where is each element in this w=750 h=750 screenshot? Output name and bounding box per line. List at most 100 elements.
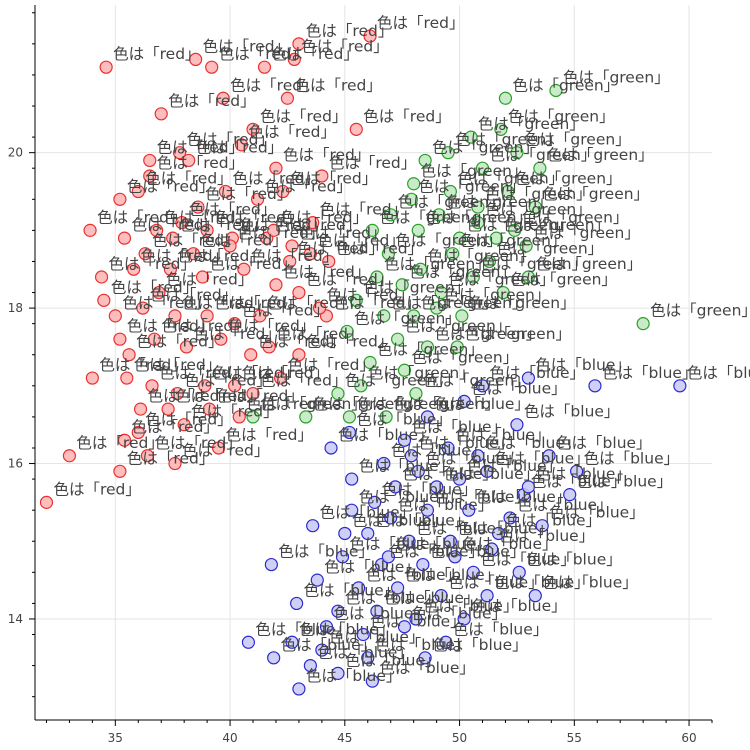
point-label-red: 色は「red」 <box>152 232 239 250</box>
point-label-blue: 色は「blue」 <box>320 504 416 522</box>
point-label-green: 色は「green」 <box>469 294 576 312</box>
data-point-blue <box>485 542 499 556</box>
data-point-blue <box>368 495 382 509</box>
point-label-red: 色は「red」 <box>111 278 198 296</box>
data-point-red <box>145 379 159 393</box>
point-label-red: 色は「red」 <box>53 480 140 498</box>
data-point-blue <box>418 651 432 665</box>
point-label-red: 色は「red」 <box>145 170 232 188</box>
data-point-red <box>244 348 258 362</box>
point-label-green: 色は「green」 <box>393 395 500 413</box>
point-label-green: 色は「green」 <box>446 193 553 211</box>
point-label-green: 色は「green」 <box>512 76 619 94</box>
point-label-green: 色は「green」 <box>535 255 642 273</box>
x-tick-label: 35 <box>108 731 123 745</box>
point-label-red: 色は「red」 <box>99 356 186 374</box>
point-label-red: 色は「red」 <box>228 317 315 335</box>
point-label-red: 色は「red」 <box>203 37 290 55</box>
data-point-blue <box>345 472 359 486</box>
data-point-red <box>218 184 233 199</box>
point-label-red: 色は「red」 <box>180 216 267 234</box>
data-point-red <box>269 278 283 292</box>
y-tick-label: 16 <box>8 457 23 471</box>
data-point-green <box>432 208 446 222</box>
point-label-red: 色は「red」 <box>239 216 326 234</box>
data-point-red <box>280 91 295 105</box>
point-label-blue: 色は「blue」 <box>411 605 507 623</box>
point-label-red: 色は「red」 <box>226 426 313 444</box>
data-point-red <box>232 410 246 424</box>
point-label-red: 色は「red」 <box>336 239 423 257</box>
point-label-blue: 色は「blue」 <box>370 613 466 631</box>
point-label-blue: 色は「blue」 <box>430 543 526 561</box>
data-point-blue <box>264 557 278 572</box>
data-point-red <box>94 270 109 284</box>
point-label-red: 色は「red」 <box>246 395 333 413</box>
point-label-red: 色は「red」 <box>97 208 184 226</box>
point-label-green: 色は「green」 <box>522 208 629 226</box>
point-label-red: 色は「red」 <box>271 45 358 63</box>
data-point-green <box>494 122 508 136</box>
point-label-blue: 色は「blue」 <box>402 465 498 483</box>
data-point-blue <box>315 643 329 657</box>
data-point-blue <box>409 612 423 626</box>
data-point-red <box>276 184 290 199</box>
point-label-blue: 色は「blue」 <box>375 511 471 529</box>
point-label-blue: 色は「blue」 <box>324 558 420 576</box>
data-point-blue <box>290 596 304 611</box>
data-point-blue <box>361 651 375 665</box>
point-label-green: 色は「green」 <box>455 131 562 149</box>
data-point-red <box>303 247 317 261</box>
point-label-blue: 色は「blue」 <box>542 574 638 592</box>
point-label-red: 色は「red」 <box>161 317 248 335</box>
data-point-green <box>384 208 398 222</box>
point-label-red: 色は「red」 <box>297 239 384 257</box>
point-label-blue: 色は「blue」 <box>356 410 452 428</box>
data-point-blue <box>430 480 444 494</box>
data-point-red <box>168 456 182 471</box>
point-label-red: 色は「red」 <box>132 418 219 436</box>
data-point-red <box>147 332 161 346</box>
point-label-blue: 色は「blue」 <box>391 442 487 460</box>
data-point-red <box>253 309 267 323</box>
data-point-blue <box>338 526 352 541</box>
data-point-red <box>202 402 217 416</box>
data-point-blue <box>542 449 556 463</box>
point-label-red: 色は「red」 <box>159 364 246 382</box>
data-point-green <box>549 83 563 98</box>
y-tick-label: 20 <box>8 146 23 160</box>
data-point-blue <box>503 511 517 525</box>
data-point-blue <box>306 519 320 533</box>
point-label-red: 色は「red」 <box>191 403 278 421</box>
data-point-red <box>117 433 132 447</box>
point-label-green: 色は「green」 <box>313 395 420 413</box>
data-point-green <box>434 285 448 300</box>
data-point-blue <box>411 464 425 478</box>
point-label-blue: 色は「blue」 <box>389 543 485 561</box>
point-label-red: 色は「red」 <box>249 123 336 141</box>
point-label-blue: 色は「blue」 <box>411 418 507 436</box>
point-label-blue: 色は「blue」 <box>556 434 652 452</box>
point-label-blue: 色は「blue」 <box>577 473 673 491</box>
data-point-red <box>108 309 122 323</box>
point-label-green: 色は「green」 <box>421 162 528 180</box>
data-point-green <box>354 379 368 393</box>
point-label-red: 色は「red」 <box>276 325 363 343</box>
data-point-red <box>267 223 281 237</box>
data-point-green <box>342 410 357 424</box>
point-label-red: 色は「red」 <box>168 92 255 110</box>
data-point-red <box>113 332 127 346</box>
point-label-blue: 色は「blue」 <box>506 511 602 529</box>
point-label-red: 色は「red」 <box>214 294 301 312</box>
data-point-green <box>471 216 485 230</box>
data-point-red <box>186 247 200 261</box>
data-point-green <box>519 239 533 253</box>
point-label-blue: 色は「blue」 <box>278 543 374 561</box>
data-point-red <box>200 223 214 237</box>
data-point-red <box>349 122 363 136</box>
data-point-red <box>223 239 237 253</box>
data-point-blue <box>457 612 471 626</box>
data-point-green <box>498 91 513 105</box>
data-point-red <box>166 231 180 245</box>
data-point-blue <box>480 589 494 603</box>
